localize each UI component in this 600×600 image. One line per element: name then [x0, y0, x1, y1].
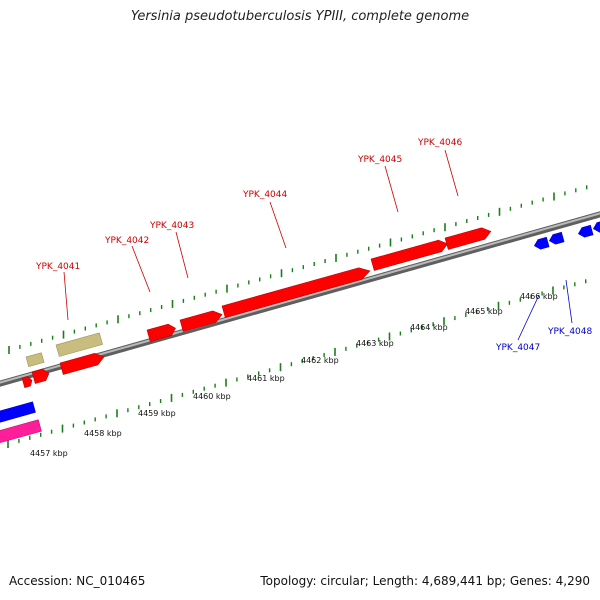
label-ypk4047[interactable]: YPK_4047 — [495, 343, 540, 353]
gene-arrow-small-2[interactable] — [31, 368, 51, 384]
ruler-label-4459: 4459 kbp — [138, 409, 176, 418]
ruler-label-4463: 4463 kbp — [356, 339, 394, 348]
rna-feature-1[interactable] — [25, 352, 45, 368]
genome-summary-text: Topology: circular; Length: 4,689,441 bp… — [260, 574, 590, 588]
gene-arrow-ypk4048[interactable] — [548, 231, 565, 245]
gene-arrow-ypk4047[interactable] — [533, 236, 550, 250]
ruler-label-4458: 4458 kbp — [84, 429, 122, 438]
label-ypk4042[interactable]: YPK_4042 — [104, 236, 149, 246]
ruler-label-4462: 4462 kbp — [301, 356, 339, 365]
gene-arrow-ypk4044[interactable] — [221, 265, 372, 318]
forward-gene-labels: YPK_4041 YPK_4042 YPK_4043 YPK_4044 YPK_… — [35, 138, 463, 321]
gene-arrow-reverse-3[interactable] — [577, 224, 594, 238]
ruler-label-4457: 4457 kbp — [30, 449, 68, 458]
other-feature-pink[interactable] — [0, 419, 42, 444]
reverse-gene-labels: YPK_4047 YPK_4048 — [495, 279, 593, 353]
label-ypk4048[interactable]: YPK_4048 — [547, 327, 593, 337]
ruler-label-4465: 4465 kbp — [465, 307, 503, 316]
gene-arrow-reverse-4[interactable] — [592, 219, 600, 233]
rna-feature-2[interactable] — [55, 332, 103, 357]
gene-arrow-ypk4042[interactable] — [146, 322, 177, 342]
label-ypk4045[interactable]: YPK_4045 — [357, 155, 402, 165]
ruler-label-4466: 4466 kbp — [520, 292, 558, 301]
outer-tick-track — [8, 185, 588, 354]
genome-title: Yersinia pseudotuberculosis YPIII, compl… — [130, 9, 470, 24]
gene-arrow-ypk4043[interactable] — [179, 309, 224, 332]
gene-arrow-ypk4045[interactable] — [370, 238, 449, 271]
gene-block-reverse-left[interactable] — [0, 401, 36, 423]
ruler-label-4460: 4460 kbp — [193, 392, 231, 401]
accession-text: Accession: NC_010465 — [9, 574, 146, 588]
ruler-label-4464: 4464 kbp — [410, 323, 448, 332]
label-ypk4046[interactable]: YPK_4046 — [417, 138, 463, 148]
ruler-label-4461: 4461 kbp — [247, 374, 285, 383]
label-ypk4043[interactable]: YPK_4043 — [149, 221, 194, 231]
label-ypk4041[interactable]: YPK_4041 — [35, 262, 80, 272]
gene-arrow-ypk4041[interactable] — [59, 351, 106, 375]
gene-arrow-small-1[interactable] — [21, 376, 33, 388]
gene-arrow-ypk4046[interactable] — [444, 226, 493, 250]
ruler-labels: 4457 kbp 4458 kbp 4459 kbp 4460 kbp 4461… — [30, 292, 558, 458]
label-ypk4044[interactable]: YPK_4044 — [242, 190, 288, 200]
inner-tick-track — [7, 279, 587, 448]
